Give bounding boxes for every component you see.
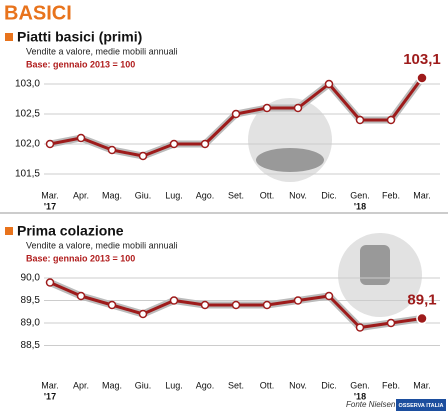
point — [386, 318, 396, 328]
x-year-label: '18 — [354, 201, 366, 211]
x-tick-label: Ago. — [196, 380, 215, 390]
title-marker — [5, 227, 13, 235]
x-tick-label: Nov. — [289, 190, 307, 200]
point — [200, 139, 210, 149]
x-tick-label: Apr. — [73, 380, 89, 390]
point — [45, 278, 55, 287]
x-tick-label: Ott. — [260, 380, 275, 390]
illustration — [256, 148, 324, 172]
x-tick-label: Mar. — [41, 190, 59, 200]
x-year-label: '17 — [44, 201, 56, 211]
x-tick-label: Feb. — [382, 190, 400, 200]
point — [138, 151, 148, 161]
point — [169, 139, 179, 149]
point — [416, 72, 428, 84]
source: Fonte Nielsen — [346, 400, 396, 409]
value-label: 103,1 — [403, 51, 441, 68]
illustration — [360, 245, 390, 285]
y-tick-label: 90,0 — [21, 273, 41, 284]
point — [107, 145, 117, 155]
y-tick-label: 101,5 — [15, 169, 40, 180]
chart-subtitle: Vendite a valore, medie mobili annuali — [26, 240, 178, 250]
point — [231, 300, 241, 310]
logo-box — [396, 399, 446, 411]
x-tick-label: Feb. — [382, 380, 400, 390]
title-marker — [5, 33, 13, 41]
x-tick-label: Set. — [228, 380, 244, 390]
x-tick-label: Mar. — [413, 380, 431, 390]
value-label: 89,1 — [407, 291, 436, 308]
point — [416, 312, 428, 325]
point — [169, 296, 179, 305]
point — [262, 300, 272, 310]
point — [355, 323, 365, 332]
y-tick-label: 103,0 — [15, 79, 40, 90]
x-tick-label: Mar. — [41, 380, 59, 390]
y-tick-label: 102,0 — [15, 139, 40, 150]
point — [107, 300, 117, 310]
chart-note: Base: gennaio 2013 = 100 — [26, 59, 135, 69]
x-tick-label: Giu. — [135, 380, 152, 390]
chart-note: Base: gennaio 2013 = 100 — [26, 253, 135, 263]
logo: OSSERVA ITALIA — [398, 403, 443, 409]
x-tick-label: Set. — [228, 190, 244, 200]
point — [45, 139, 55, 149]
y-tick-label: 88,5 — [21, 340, 41, 351]
point — [138, 309, 148, 319]
x-tick-label: Giu. — [135, 190, 152, 200]
x-tick-label: Ott. — [260, 190, 275, 200]
x-tick-label: Mar. — [413, 190, 431, 200]
x-year-label: '17 — [44, 391, 56, 401]
x-tick-label: Lug. — [165, 380, 183, 390]
point — [76, 291, 86, 301]
x-tick-label: Apr. — [73, 190, 89, 200]
y-tick-label: 89,5 — [21, 295, 41, 306]
point — [324, 79, 334, 89]
y-tick-label: 102,5 — [15, 109, 40, 120]
x-tick-label: Dic. — [321, 380, 337, 390]
x-year-label: '18 — [354, 391, 366, 401]
x-tick-label: Lug. — [165, 190, 183, 200]
point — [76, 133, 86, 143]
point — [324, 291, 334, 301]
x-tick-label: Gen. — [350, 380, 370, 390]
x-tick-label: Mag. — [102, 190, 122, 200]
x-tick-label: Nov. — [289, 380, 307, 390]
chart-subtitle: Vendite a valore, medie mobili annuali — [26, 46, 178, 56]
chart-title: Piatti basici (primi) — [17, 29, 142, 45]
y-tick-label: 89,0 — [21, 318, 41, 329]
page-title: BASICI — [4, 2, 72, 24]
point — [293, 296, 303, 305]
chart-title: Prima colazione — [17, 223, 124, 239]
point — [386, 115, 396, 125]
x-tick-label: Dic. — [321, 190, 337, 200]
point — [200, 300, 210, 310]
point — [231, 109, 241, 119]
x-tick-label: Gen. — [350, 190, 370, 200]
point — [262, 103, 272, 113]
point — [293, 103, 303, 113]
x-tick-label: Mag. — [102, 380, 122, 390]
x-tick-label: Ago. — [196, 190, 215, 200]
point — [355, 115, 365, 125]
